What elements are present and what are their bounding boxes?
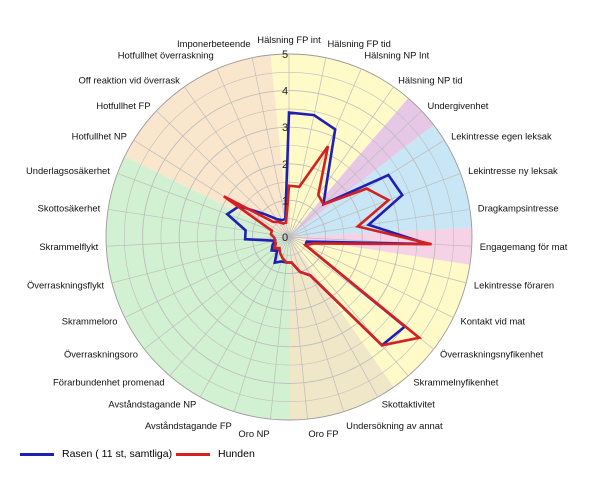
category-label-4: Undergivenhet: [427, 100, 488, 111]
grid-spoke-17: [233, 236, 290, 412]
legend-swatch-rasen: [20, 453, 54, 456]
category-label-15: Oro FP: [308, 428, 338, 439]
category-label-1: Hälsning FP tid: [327, 38, 390, 49]
category-label-16: Oro NP: [238, 428, 269, 439]
category-label-30: Imponerbeteende: [177, 38, 251, 49]
sector-4: [289, 237, 470, 388]
category-label-29: Hotfullhet överraskning: [118, 49, 214, 60]
grid-spoke-10: [288, 236, 454, 318]
grid-spoke-22: [111, 236, 290, 284]
category-label-13: Skottaktivitet: [382, 399, 436, 410]
grid-spoke-12: [288, 236, 409, 377]
sector-0: [270, 54, 409, 238]
category-label-20: Överraskningsoro: [64, 348, 138, 359]
category-label-7: Dragkampsintresse: [478, 203, 559, 214]
grid-spoke-3: [288, 86, 394, 238]
category-label-21: Skrammeloro: [62, 316, 118, 327]
grid-spoke-4: [288, 110, 422, 238]
category-label-8: Engagemang för mat: [480, 241, 568, 252]
category-label-28: Off reaktion vid överrask: [78, 75, 180, 86]
tick-label-5: 5: [282, 49, 288, 61]
legend-label-hunden: Hunden: [218, 448, 255, 460]
category-label-26: Hotfullhet NP: [72, 130, 127, 141]
tick-label-0: 0: [282, 232, 288, 244]
grid-spoke-21: [124, 236, 290, 318]
category-label-19: Förarbundenhet promenad: [53, 376, 165, 387]
grid-spoke-14: [288, 236, 345, 412]
category-label-11: Överraskningsnyfikenhet: [440, 348, 544, 359]
category-label-23: Skrammelflykt: [39, 241, 98, 252]
category-label-14: Undersökning av annat: [346, 420, 443, 431]
category-label-0: Hälsning FP int: [257, 34, 321, 45]
grid-spoke-20: [144, 236, 290, 350]
category-label-5: Lekintresse egen leksak: [451, 130, 552, 141]
category-label-9: Lekintresse föraren: [474, 279, 554, 290]
category-label-6: Lekintresse ny leksak: [468, 165, 558, 176]
grid-spoke-19: [169, 236, 290, 377]
tick-label-3: 3: [282, 122, 288, 134]
category-label-2: Hälsning NP Int: [364, 49, 429, 60]
category-label-22: Överraskningsflykt: [27, 279, 105, 290]
grid-spoke-7: [288, 208, 470, 238]
category-label-27: Hotfullhet FP: [96, 100, 150, 111]
grid-spoke-30: [251, 57, 290, 238]
legend-label-rasen: Rasen ( 11 st, samtliga): [62, 448, 173, 460]
grid-spoke-15: [288, 236, 308, 420]
sector-5: [289, 237, 394, 420]
grid-spoke-2: [288, 68, 362, 238]
grid-spoke-1: [288, 57, 327, 238]
category-label-25: Underlagsosäkerhet: [26, 165, 110, 176]
tick-label-1: 1: [282, 195, 288, 207]
legend-swatch-hunden: [176, 453, 210, 456]
grid-spoke-16: [270, 236, 290, 420]
tick-label-4: 4: [282, 86, 288, 98]
grid-spoke-29: [216, 68, 290, 238]
grid-spoke-23: [106, 236, 290, 247]
sector-6: [105, 156, 290, 420]
radial-tick-labels: 0 1 2 3 4 5: [282, 49, 288, 244]
category-label-24: Skottosäkerhet: [38, 203, 101, 214]
grid-spoke-25: [117, 173, 290, 238]
sector-2: [289, 124, 472, 237]
grid-spoke-28: [184, 86, 290, 238]
sector-3: [289, 227, 473, 265]
grid-spoke-8: [288, 236, 472, 247]
tick-label-2: 2: [282, 159, 288, 171]
series-lines: [223, 111, 432, 348]
series-line-hunden: [223, 145, 432, 347]
category-label-12: Skrammelnyfikenhet: [413, 376, 498, 387]
grid-spoke-24: [108, 208, 290, 238]
grid-spoke-13: [288, 236, 379, 398]
category-label-10: Kontakt vid mat: [460, 316, 525, 327]
grid-spoke-6: [288, 173, 461, 238]
sector-7: [124, 54, 289, 237]
category-label-18: Avståndstagande NP: [108, 399, 196, 410]
category-label-3: Hälsning NP tid: [398, 75, 462, 86]
category-label-17: Avståndstagande FP: [145, 420, 232, 431]
grid-spoke-26: [133, 139, 290, 238]
